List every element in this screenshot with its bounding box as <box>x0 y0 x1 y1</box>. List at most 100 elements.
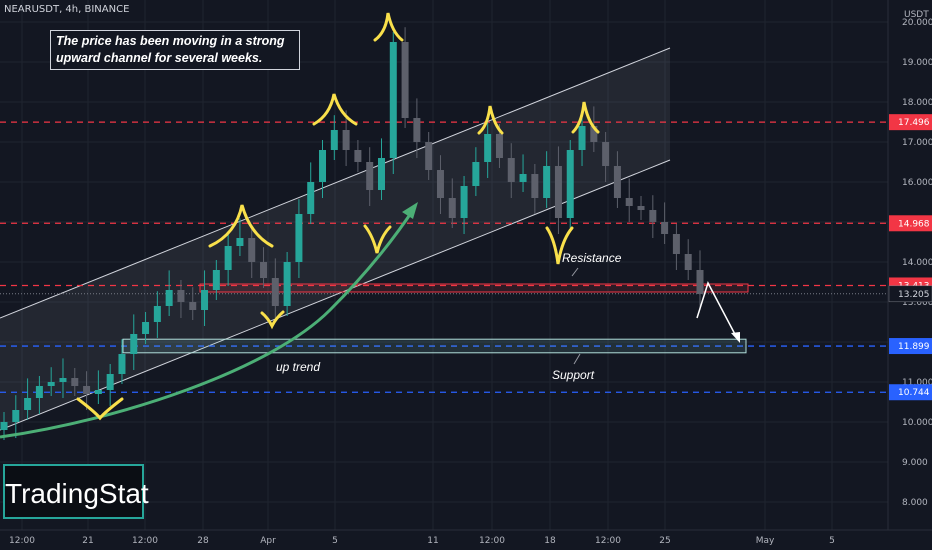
candle-body <box>106 374 114 390</box>
candle-body <box>319 150 327 182</box>
projection-arrowhead <box>731 332 740 343</box>
price-tick-label: 14.000 <box>902 258 932 268</box>
resistance-zone <box>199 283 749 293</box>
candle-body <box>271 278 279 306</box>
time-tick-label: Apr <box>260 536 276 546</box>
time-tick-label: 5 <box>332 536 338 546</box>
swing-high-marker <box>571 101 600 134</box>
candle-body <box>201 290 209 310</box>
candle-body <box>153 306 161 322</box>
candle-body <box>649 210 657 222</box>
candle-body <box>224 246 232 270</box>
support-pointer <box>573 353 581 365</box>
time-tick-label: 12:00 <box>132 536 158 546</box>
candle-body <box>543 166 551 198</box>
candle-body <box>130 334 138 354</box>
last-price-badge <box>888 285 932 303</box>
candle-body <box>389 42 397 158</box>
swing-high-marker <box>477 105 504 135</box>
candle-body <box>661 222 669 234</box>
candle-body <box>236 238 244 246</box>
time-tick-label: 12:00 <box>595 536 621 546</box>
candle-body <box>24 398 32 410</box>
candle-body <box>472 162 480 186</box>
support-level-badge <box>889 338 932 355</box>
uptrend-label: up trend <box>276 360 320 374</box>
candle-body <box>684 254 692 270</box>
resistance-level-badge <box>889 215 932 232</box>
time-tick-label: 11 <box>427 536 438 546</box>
candle-body <box>330 130 338 150</box>
time-tick-label: 25 <box>659 536 670 546</box>
support-level-value: 11.899 <box>898 342 930 352</box>
time-axis[interactable] <box>0 530 888 550</box>
channel-upper-line <box>0 47 671 319</box>
uptrend-curve <box>0 206 417 439</box>
candle-body <box>413 118 421 142</box>
price-tick-label: 20.000 <box>902 18 932 28</box>
candle-body <box>696 270 704 294</box>
candle-body <box>519 174 527 182</box>
candle-body <box>94 390 102 394</box>
time-tick-label: 18 <box>544 536 556 546</box>
candle-body <box>307 182 315 214</box>
symbol-legend[interactable]: NEARUSDT, 4h, BINANCE <box>4 4 130 15</box>
last-price-value: 13.205 <box>898 290 930 300</box>
resistance-pointer <box>571 267 579 277</box>
resistance-level-value: 17.496 <box>898 118 930 128</box>
candle-body <box>260 262 268 278</box>
analysis-note: The price has been moving in a strong up… <box>50 30 300 70</box>
time-tick-label: 5 <box>829 536 835 546</box>
time-tick-label: May <box>756 536 775 546</box>
candle-body <box>448 198 456 218</box>
support-zone <box>122 338 747 354</box>
brand-logo: TradingStat <box>3 464 149 519</box>
candle-body <box>377 158 385 190</box>
swing-low-marker <box>545 226 574 265</box>
swing-high-marker <box>312 93 358 126</box>
price-tick-label: 19.000 <box>902 58 932 68</box>
candle-body <box>672 234 680 254</box>
candle-body <box>495 134 503 158</box>
time-tick-label: 28 <box>197 536 209 546</box>
currency-label: USDT <box>904 10 929 20</box>
candle-body <box>566 150 574 218</box>
candle-body <box>47 382 55 386</box>
candle-body <box>142 322 150 334</box>
candle-body <box>637 206 645 210</box>
price-tick-label: 18.000 <box>902 98 932 108</box>
candle-body <box>460 186 468 218</box>
price-tick-label: 10.000 <box>902 418 932 428</box>
candle-body <box>342 130 350 150</box>
resistance-level-badge <box>889 114 932 131</box>
candle-body <box>59 378 67 382</box>
swing-low-marker <box>76 397 124 421</box>
price-tick-label: 11.000 <box>902 378 932 388</box>
time-tick-label: 21 <box>82 536 93 546</box>
swing-high-marker <box>208 204 274 248</box>
candle-body <box>531 174 539 198</box>
price-axis[interactable] <box>888 0 932 530</box>
candle-body <box>436 170 444 198</box>
price-tick-label: 9.000 <box>902 458 928 468</box>
candle-body <box>118 354 126 374</box>
candle-body <box>12 410 20 422</box>
price-tick-label: 13.000 <box>902 298 932 308</box>
resistance-level-value: 14.968 <box>898 219 930 229</box>
candle-body <box>578 126 586 150</box>
candle-body <box>165 290 173 306</box>
time-tick-label: 12:00 <box>479 536 505 546</box>
support-level-badge <box>889 384 932 401</box>
candle-body <box>554 166 562 218</box>
support-level-value: 10.744 <box>898 388 930 398</box>
swing-low-marker <box>260 310 285 330</box>
candle-body <box>177 290 185 302</box>
resistance-label: Resistance <box>562 251 622 265</box>
candle-body <box>613 166 621 198</box>
swing-high-marker <box>373 12 404 42</box>
candle-body <box>83 386 91 394</box>
support-label: Support <box>552 368 595 382</box>
candle-body <box>295 214 303 262</box>
